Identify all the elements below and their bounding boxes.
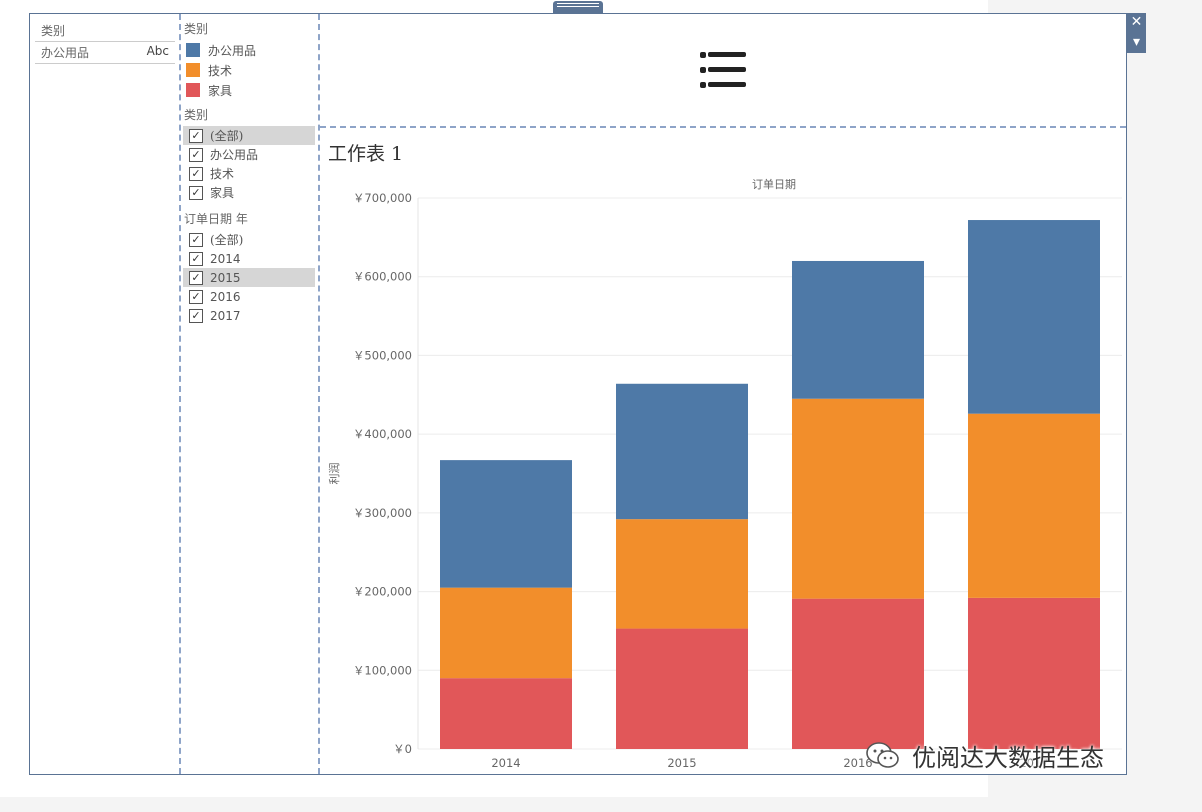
legend-swatch — [186, 63, 200, 77]
bar-segment — [968, 413, 1100, 598]
y-tick-label: ￥400,000 — [353, 427, 412, 441]
bar-segment — [440, 460, 572, 588]
year-filter-label: 2016 — [210, 289, 241, 304]
close-icon[interactable]: ✕ — [1130, 14, 1143, 30]
y-tick-label: ￥700,000 — [353, 191, 412, 205]
bar-segment — [968, 220, 1100, 414]
watermark-text: 优阅达大数据生态 — [912, 744, 1104, 772]
category-filter-item[interactable]: ✓ 技术 — [183, 164, 315, 183]
bar-segment — [616, 628, 748, 749]
category-filter-item[interactable]: ✓ 办公用品 — [183, 145, 315, 164]
legend-label: 家具 — [208, 83, 233, 98]
year-filter-title: 订单日期 年 — [184, 212, 248, 226]
bar-segment — [616, 519, 748, 629]
x-tick-label: 2017 — [1019, 756, 1048, 770]
year-filter: ✓ (全部) ✓ 2014 ✓ 2015 ✓ 2016 ✓ 2017 — [183, 230, 315, 325]
checkbox[interactable]: ✓ — [189, 308, 203, 323]
y-tick-label: ￥300,000 — [353, 506, 412, 520]
field-type-badge: Abc — [146, 44, 169, 58]
year-filter-label: 2015 — [210, 270, 241, 285]
checkbox[interactable]: ✓ — [189, 251, 203, 266]
year-filter-item[interactable]: ✓ (全部) — [183, 230, 315, 249]
legend: 办公用品 技术 家具 — [183, 40, 315, 100]
category-filter-item[interactable]: ✓ (全部) — [183, 126, 315, 145]
category-filter-item[interactable]: ✓ 家具 — [183, 183, 315, 202]
background-bottom — [0, 797, 988, 812]
y-tick-label: ￥0 — [393, 742, 412, 756]
year-filter-item[interactable]: ✓ 2017 — [183, 306, 315, 325]
category-table-header: 类别 — [35, 20, 175, 42]
divider-left — [179, 14, 181, 774]
checkbox[interactable]: ✓ — [189, 166, 203, 181]
bar-segment — [792, 398, 924, 599]
legend-item[interactable]: 技术 — [183, 60, 315, 80]
chart-title: 订单日期 — [752, 178, 796, 191]
sheet-title: 工作表 1 — [328, 143, 404, 165]
legend-item[interactable]: 家具 — [183, 80, 315, 100]
y-tick-label: ￥600,000 — [353, 270, 412, 284]
table-row[interactable]: 办公用品 Abc — [35, 42, 175, 64]
category-filter-label: 家具 — [210, 186, 235, 200]
bar-segment — [440, 587, 572, 679]
checkbox[interactable]: ✓ — [189, 289, 203, 304]
year-filter-item[interactable]: ✓ 2016 — [183, 287, 315, 306]
year-filter-label: 2014 — [210, 251, 241, 266]
y-axis-label: 利润 — [327, 463, 341, 485]
legend-label: 办公用品 — [208, 43, 257, 58]
container-controls: ✕ ▾ — [1127, 13, 1146, 53]
category-filter-label: 技术 — [210, 167, 235, 181]
x-tick-label: 2016 — [843, 756, 872, 770]
filter-panel: 类别 办公用品 技术 家具 类别 ✓ (全部) ✓ 办公用品 ✓ 技术 ✓ 家具 订单日期 年 ✓… — [183, 18, 315, 325]
category-filter-label: 办公用品 — [210, 148, 259, 162]
y-tick-label: ￥500,000 — [353, 348, 412, 362]
menu-icon[interactable] — [700, 50, 748, 90]
drag-handle[interactable] — [553, 1, 603, 13]
legend-title: 类别 — [184, 22, 209, 36]
legend-swatch — [186, 83, 200, 97]
checkbox[interactable]: ✓ — [189, 232, 203, 247]
wechat-icon — [866, 741, 899, 768]
category-filter-title: 类别 — [184, 108, 209, 122]
bar-segment — [792, 598, 924, 749]
year-filter-item[interactable]: ✓ 2014 — [183, 249, 315, 268]
year-filter-item[interactable]: ✓ 2015 — [183, 268, 315, 287]
bar-segment — [440, 678, 572, 749]
y-tick-label: ￥200,000 — [353, 585, 412, 599]
category-table: 类别 办公用品 Abc — [35, 20, 175, 64]
bar-segment — [616, 383, 748, 520]
y-tick-label: ￥100,000 — [353, 663, 412, 677]
legend-swatch — [186, 43, 200, 57]
bar-segment — [792, 260, 924, 399]
category-filter: ✓ (全部) ✓ 办公用品 ✓ 技术 ✓ 家具 — [183, 126, 315, 202]
year-filter-label: 2017 — [210, 308, 241, 323]
checkbox[interactable]: ✓ — [189, 147, 203, 162]
bar-segment — [968, 597, 1100, 749]
divider-horizontal — [320, 126, 1126, 128]
legend-item[interactable]: 办公用品 — [183, 40, 315, 60]
checkbox[interactable]: ✓ — [189, 128, 203, 143]
x-tick-label: 2014 — [491, 756, 520, 770]
table-row-label: 办公用品 — [41, 46, 90, 60]
checkbox[interactable]: ✓ — [189, 270, 203, 285]
dropdown-icon[interactable]: ▾ — [1132, 34, 1141, 50]
legend-label: 技术 — [208, 63, 233, 78]
x-tick-label: 2015 — [667, 756, 696, 770]
divider-middle — [318, 14, 320, 774]
checkbox[interactable]: ✓ — [189, 185, 203, 200]
year-filter-label: (全部) — [210, 233, 244, 247]
watermark: 优阅达大数据生态 — [866, 738, 1104, 773]
category-filter-label: (全部) — [210, 129, 244, 143]
